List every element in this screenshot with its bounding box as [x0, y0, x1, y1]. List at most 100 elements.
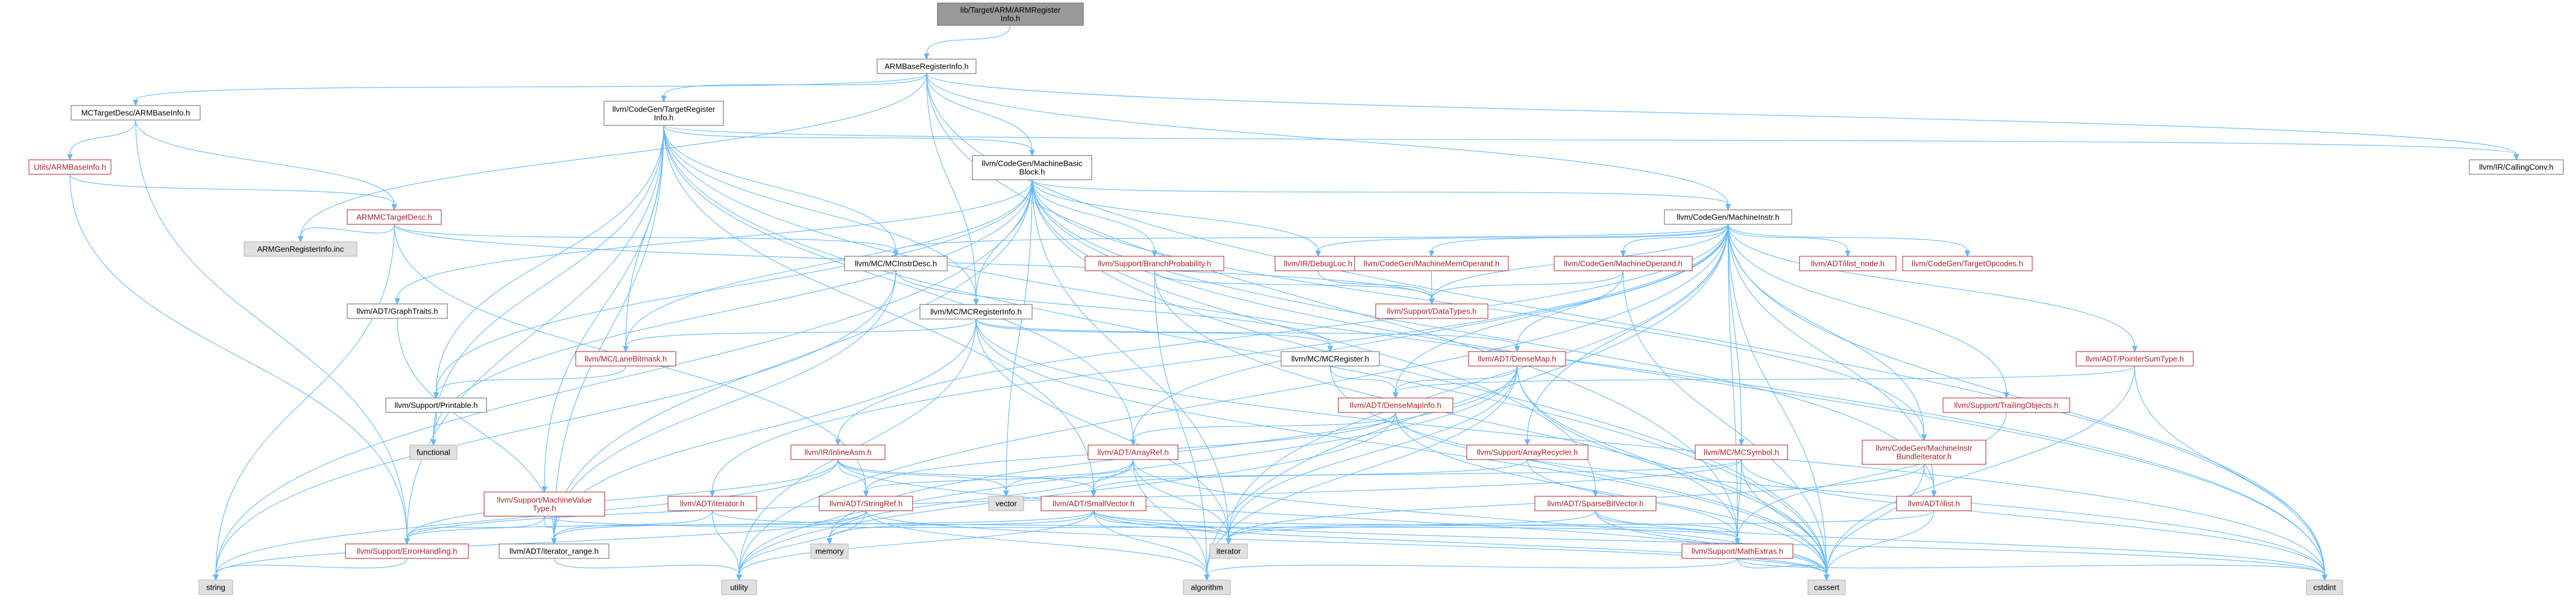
edge-bundleiter-to-ilist: [1923, 464, 1937, 497]
node-densemap[interactable]: llvm/ADT/DenseMap.h: [1468, 351, 1566, 367]
edge-arrayref-to-smallvector: [1091, 459, 1134, 497]
edge-iteratorrange-to-utility: [553, 558, 742, 581]
edge-layer: [67, 25, 2519, 581]
node-mmo[interactable]: llvm/CodeGen/MachineMemOperand.h: [1354, 256, 1509, 271]
node-arrayrecycler[interactable]: llvm/Support/ArrayRecycler.h: [1466, 444, 1589, 460]
node-box: [919, 304, 1033, 320]
node-box: [1862, 440, 1986, 465]
node-box: [972, 155, 1092, 180]
node-mcinstrdesc[interactable]: llvm/MC/MCInstrDesc.h: [844, 256, 948, 271]
node-box: [1468, 351, 1566, 367]
edge-machineinstr-to-mmo: [1428, 224, 1729, 257]
node-mctargetdesc[interactable]: MCTargetDesc/ARMBaseInfo.h: [71, 105, 201, 121]
edge-root-to-armbase: [924, 25, 1011, 60]
node-printable[interactable]: llvm/Support/Printable.h: [385, 397, 487, 413]
node-debugloc[interactable]: llvm/IR/DebugLoc.h: [1274, 256, 1362, 271]
node-label: llvm/CodeGen/MachineOperand.h: [1564, 259, 1683, 268]
node-branchprob[interactable]: llvm/Support/BranchProbability.h: [1085, 256, 1224, 271]
node-bundleiter[interactable]: llvm/CodeGen/MachineInstrBundleIterator.…: [1862, 440, 1986, 465]
node-ilist[interactable]: llvm/ADT/ilist.h: [1896, 496, 1972, 511]
node-armbase[interactable]: ARMBaseRegisterInfo.h: [877, 58, 977, 74]
edge-ilist-to-iterator: [1226, 510, 1935, 545]
node-datatypes[interactable]: llvm/Support/DataTypes.h: [1375, 303, 1488, 319]
node-armmctd[interactable]: ARMMCTargetDesc.h: [347, 209, 442, 225]
node-box: [603, 101, 724, 126]
node-cassert: cassert: [1807, 579, 1846, 595]
node-label: llvm/CodeGen/MachineInstr: [1875, 444, 1973, 453]
node-label: BundleIterator.h: [1897, 452, 1952, 461]
node-trailingobjects[interactable]: llvm/Support/TrailingObjects.h: [1942, 397, 2070, 413]
node-label: llvm/ADT/GraphTraits.h: [356, 307, 438, 316]
node-box: [667, 496, 757, 511]
node-box: [347, 303, 448, 319]
edge-mbb-to-lanebitmask: [623, 179, 1033, 353]
node-label: llvm/ADT/iterator_range.h: [509, 547, 599, 556]
node-errorhandling[interactable]: llvm/Support/ErrorHandling.h: [345, 543, 469, 559]
node-mop[interactable]: llvm/CodeGen/MachineOperand.h: [1554, 256, 1693, 271]
node-utilsbase[interactable]: Utils/ARMBaseInfo.h: [28, 159, 112, 175]
node-label: llvm/IR/DebugLoc.h: [1284, 259, 1352, 268]
node-machineinstr[interactable]: llvm/CodeGen/MachineInstr.h: [1664, 209, 1792, 225]
node-box: [483, 491, 605, 517]
node-smallvector[interactable]: llvm/ADT/SmallVector.h: [1041, 496, 1147, 511]
node-inlineasm[interactable]: llvm/IR/InlineAsm.h: [790, 444, 886, 460]
node-box: [1942, 397, 2070, 413]
node-box: [575, 351, 676, 367]
node-label: llvm/IR/InlineAsm.h: [804, 448, 871, 457]
node-sparsebitvector[interactable]: llvm/ADT/SparseBitVector.h: [1534, 496, 1657, 511]
node-box: [721, 579, 757, 595]
node-box: [244, 241, 357, 257]
node-stringref[interactable]: llvm/ADT/StringRef.h: [819, 496, 913, 511]
node-densemapinfo[interactable]: llvm/ADT/DenseMapInfo.h: [1338, 397, 1453, 413]
node-label: llvm/ADT/PointerSumType.h: [2085, 355, 2184, 364]
edge-tri-to-mbb: [663, 125, 1035, 157]
edge-densemapinfo-to-arrayref: [1130, 412, 1396, 446]
node-callingconv[interactable]: llvm/IR/CallingConv.h: [2469, 159, 2564, 175]
node-label: llvm/Support/Printable.h: [394, 401, 477, 410]
edge-printable-to-functional: [430, 412, 437, 446]
edge-errorhandling-to-string: [213, 558, 408, 581]
node-mathextras[interactable]: llvm/Support/MathExtras.h: [1681, 543, 1793, 559]
node-label: llvm/MC/MCSymbol.h: [1704, 448, 1779, 457]
node-functional: functional: [409, 444, 458, 460]
node-label: llvm/CodeGen/MachineMemOperand.h: [1364, 259, 1499, 268]
edge-mcinstrdesc-to-string: [213, 270, 896, 581]
node-label: llvm/ADT/SparseBitVector.h: [1548, 499, 1644, 508]
node-label: llvm/ADT/ilist.h: [1908, 499, 1960, 508]
edge-pointersumtype-to-densemapinfo: [1393, 365, 2135, 399]
edge-sparsebitvector-to-mathextras: [1595, 510, 1740, 545]
node-label: string: [206, 583, 225, 592]
node-box: [1088, 444, 1179, 460]
edge-mbb-to-iterator: [1031, 179, 1232, 545]
edge-arrayref-to-cassert: [1132, 459, 1830, 581]
node-mcregister[interactable]: llvm/MC/MCRegister.h: [1280, 351, 1380, 367]
edge-mathextras-to-cstdint: [1737, 558, 2328, 581]
node-mcsymbol[interactable]: llvm/MC/MCSymbol.h: [1695, 444, 1788, 460]
node-label: llvm/ADT/StringRef.h: [830, 499, 902, 508]
node-box: [499, 543, 609, 559]
edge-bundleiter-to-cassert: [1824, 464, 1925, 581]
edge-mcreginfo-to-mcregister: [975, 318, 1334, 353]
node-ilistnode[interactable]: llvm/ADT/ilist_node.h: [1799, 256, 1897, 271]
node-lanebitmask[interactable]: llvm/MC/LaneBitmask.h: [575, 351, 676, 367]
edge-armbase-to-machineinstr: [926, 73, 1731, 211]
node-box: [1664, 209, 1792, 225]
node-targetopcodes[interactable]: llvm/CodeGen/TargetOpcodes.h: [1902, 256, 2033, 271]
node-mcreginfo[interactable]: llvm/MC/MCRegisterInfo.h: [919, 304, 1033, 320]
node-arrayref[interactable]: llvm/ADT/ArrayRef.h: [1088, 444, 1179, 460]
edge-tri-to-mcinstrdesc: [663, 125, 899, 257]
edge-tri-to-iteratorrange: [551, 125, 664, 545]
node-box: [1902, 256, 2033, 271]
node-utility: utility: [721, 579, 757, 595]
node-label: llvm/CodeGen/TargetRegister: [613, 105, 716, 114]
node-pointersumtype[interactable]: llvm/ADT/PointerSumType.h: [2076, 351, 2194, 367]
node-iteratorrange[interactable]: llvm/ADT/iterator_range.h: [499, 543, 609, 559]
node-label: llvm/IR/CallingConv.h: [2479, 163, 2553, 172]
node-adtiterator[interactable]: llvm/ADT/iterator.h: [667, 496, 757, 511]
node-graphtraits[interactable]: llvm/ADT/GraphTraits.h: [347, 303, 448, 319]
